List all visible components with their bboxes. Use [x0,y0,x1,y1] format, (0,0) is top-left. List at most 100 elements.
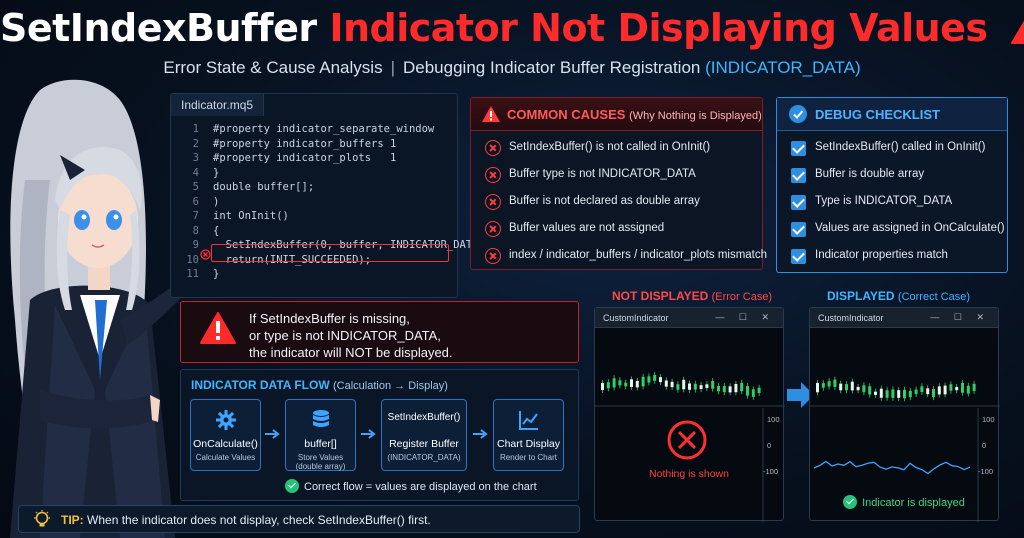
line-number: 11 [186,268,199,280]
candle-body [856,386,860,391]
flow-note: Correct flow = values are displayed on t… [285,479,537,493]
indicator-data-flow-panel: INDICATOR DATA FLOW (Calculation → Displ… [180,369,579,501]
candle-body [630,379,633,388]
window-title: CustomIndicator [603,313,669,323]
candle-body [926,388,930,395]
axis-label-mid: 0 [767,441,771,450]
code-text: #property indicator_buffers 1 [213,137,397,150]
candle-body [874,391,877,395]
code-text: ) [213,195,220,208]
candle-body [961,382,964,393]
subtitle-highlight: (INDICATOR_DATA) [705,58,861,77]
line-number: 2 [192,137,199,150]
axis-label-top: 100 [982,415,995,424]
arrow-right-icon [361,429,376,439]
checklist-text: Type is INDICATOR_DATA [815,195,953,207]
checkbox-checked-icon[interactable] [791,168,806,183]
candle-body [897,390,901,398]
chart-icon [494,409,563,431]
candle-body [624,382,628,387]
axis-label-bottom: -100 [978,467,993,476]
checkbox-checked-icon[interactable] [791,222,806,237]
arrow-right-icon [787,382,814,408]
tip-bar: TIP: When the indicator does not display… [18,505,580,533]
flow-step-oncalculate: OnCalculate() Calculate Values [190,399,261,471]
candle-body [943,385,947,395]
candle-body [746,386,749,396]
candle-body [908,390,912,398]
flow-step-chart-display: Chart Display Render to Chart [493,399,564,471]
window-controls[interactable]: — ☐ ✕ [715,312,775,322]
cause-text: index / indicator_buffers / indicator_pl… [509,249,768,261]
axis-label-bottom: -100 [763,467,778,476]
cause-text: Buffer type is not INDICATOR_DATA [509,168,696,180]
warning-line-2: or type is not INDICATOR_DATA, [249,328,441,343]
tip-text: When the indicator does not display, che… [87,513,431,527]
debug-checklist-panel: DEBUG CHECKLIST SetIndexBuffer() called … [776,97,1008,273]
checkbox-checked-icon[interactable] [791,141,806,156]
warning-icon [199,311,237,350]
line-number: 10 [186,253,199,266]
common-causes-panel: COMMON CAUSES (Why Nothing is Displayed)… [470,97,767,270]
candle-body [914,389,918,395]
code-text: int OnInit() [213,210,289,222]
checklist-text: Indicator properties match [815,249,948,261]
missing-buffer-warning: If SetIndexBuffer is missing, or type is… [180,301,579,363]
presenter-character-illustration [0,60,210,538]
code-line: 5 double buffer[]; [171,181,457,197]
code-file-tab[interactable]: Indicator.mq5 [171,94,265,116]
candle-body [740,382,744,392]
line-number: 6 [192,195,199,208]
page-title: SetIndexBuffer Indicator Not Displaying … [0,6,1024,54]
window-title-bar: CustomIndicator — ☐ ✕ [810,308,998,328]
common-causes-header: COMMON CAUSES (Why Nothing is Displayed) [471,98,762,131]
code-editor-panel: Indicator.mq5 1 #property indicator_separ… [170,93,491,298]
flow-step-label: OnCalculate() [193,438,258,450]
warning-line-3: the indicator will NOT be displayed. [249,345,453,360]
candle-body [966,385,970,394]
line-number: 4 [192,166,199,179]
candle-body [757,387,761,394]
candle-body [722,386,726,393]
tip-label: TIP: [61,513,84,527]
checkbox-checked-icon[interactable] [791,195,806,210]
lightbulb-icon [33,510,51,535]
code-text: SetIndexBuffer(0, buffer, INDICATOR_DATA… [213,239,492,251]
price-candles [601,371,761,400]
candle-body [682,379,686,390]
x-circle-icon [485,221,501,237]
database-icon [286,409,355,431]
candle-body [641,376,645,387]
candle-body [670,381,674,388]
checkbox-checked-icon[interactable] [791,249,806,264]
candle-body [688,383,691,390]
line-number: 7 [192,210,199,222]
check-circle-icon [285,479,299,493]
candle-body [972,383,976,391]
flow-step-label: buffer[] [304,438,337,450]
debug-checklist-header: DEBUG CHECKLIST [777,98,1007,131]
cause-text: Buffer values are not assigned [509,222,665,234]
flow-step-register: SetIndexBuffer() Register Buffer (INDICA… [381,399,467,471]
checklist-text: SetIndexBuffer() called in OnInit() [815,141,986,153]
correct-case-sublabel: (Correct Case) [897,291,971,303]
candle-body [717,385,720,392]
candle-body [647,376,651,383]
candle-body [664,380,668,387]
candle-body [845,384,848,391]
flow-step-buffer: buffer[] Store Values (double array) [285,399,356,471]
title-part-2: Indicator Not Displaying Values [329,6,988,50]
indicator-displayed-text: Indicator is displayed [862,497,965,509]
error-x-icon [667,420,707,460]
code-line: 7 int OnInit() [171,210,457,226]
common-causes-subtitle: (Why Nothing is Displayed) [629,110,762,122]
debug-checklist-title: DEBUG CHECKLIST [815,107,940,122]
window-controls[interactable]: — ☐ ✕ [930,312,990,322]
warning-icon [1010,9,1024,54]
code-line: 1 #property indicator_separate_window [171,123,457,139]
candle-body [699,385,703,390]
x-circle-icon [485,140,501,156]
candle-body [868,386,872,395]
candle-body [891,389,895,398]
check-circle-icon [789,105,807,123]
